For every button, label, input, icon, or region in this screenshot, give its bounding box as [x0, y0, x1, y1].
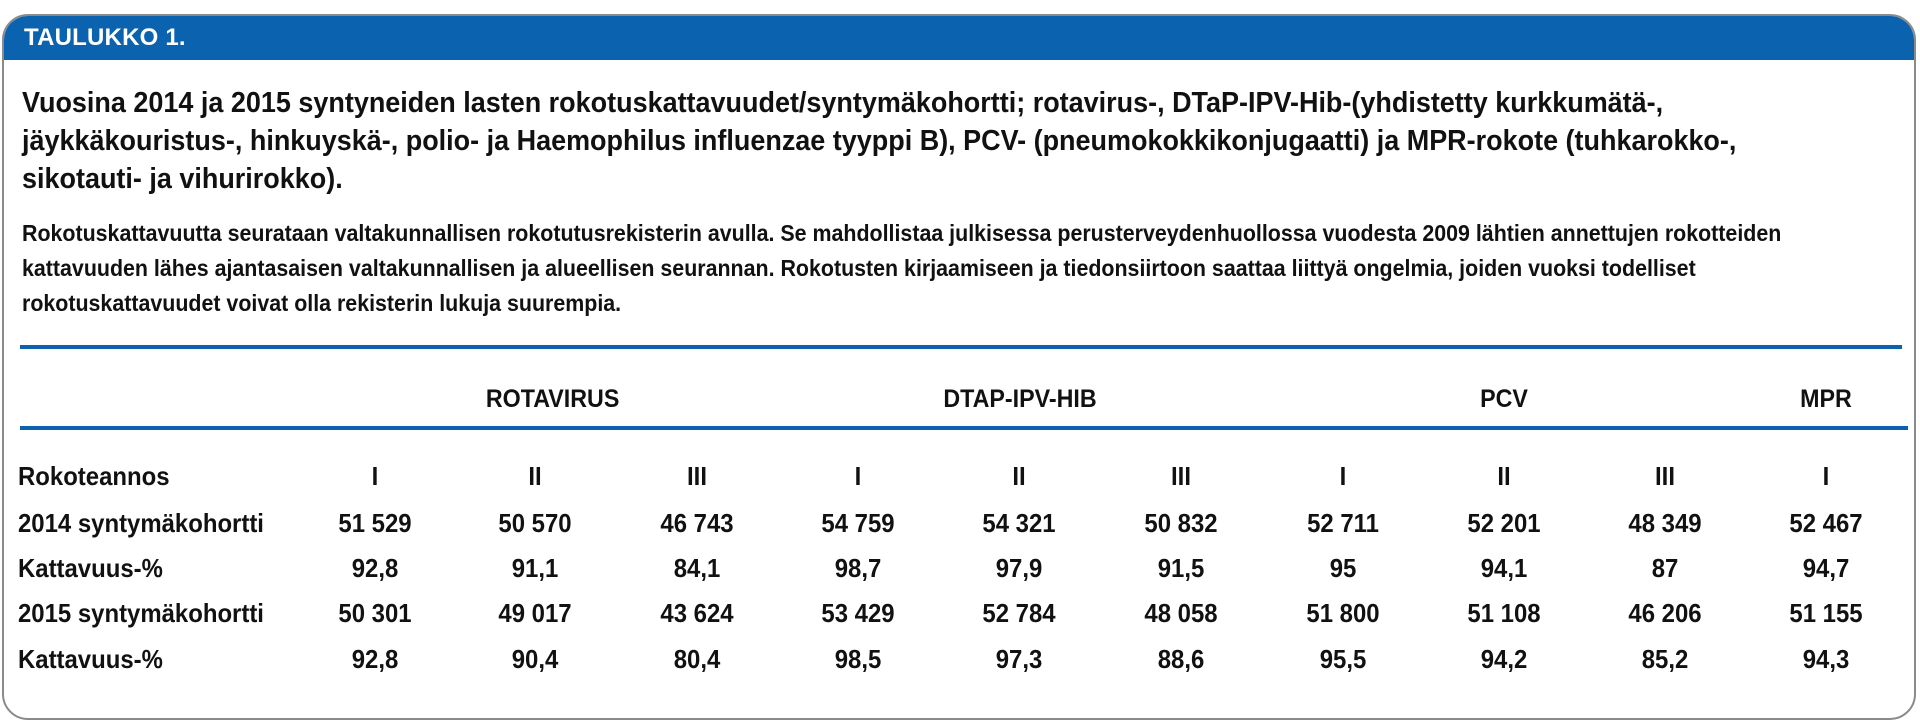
table-cell: 87 — [1651, 553, 1679, 583]
table-cell: 43 624 — [660, 598, 734, 628]
table-cell: 51 529 — [338, 508, 412, 538]
table-cell: 51 800 — [1306, 598, 1380, 628]
table-cell: 98,5 — [834, 644, 882, 674]
table-cell: III — [1171, 461, 1191, 491]
table-cell: 49 017 — [498, 598, 572, 628]
group-header-mpr: MPR — [1800, 385, 1852, 413]
table-cell: 46 206 — [1628, 598, 1702, 628]
table-row: Rokoteannos I II III I II III I II III I — [0, 461, 1920, 501]
table-cell: 92,8 — [351, 644, 399, 674]
group-header-pcv: PCV — [1480, 385, 1528, 413]
header-divider — [20, 426, 1908, 430]
table-number: TAULUKKO 1. — [24, 24, 186, 51]
table-cell: 52 784 — [982, 598, 1056, 628]
table-cell: 48 349 — [1628, 508, 1702, 538]
table-cell: 51 108 — [1467, 598, 1541, 628]
table-cell: 48 058 — [1144, 598, 1218, 628]
table-cell: II — [1497, 461, 1511, 491]
table-cell: 50 832 — [1144, 508, 1218, 538]
top-divider — [20, 345, 1902, 349]
table-cell: 95 — [1329, 553, 1357, 583]
table-cell: III — [1655, 461, 1675, 491]
table-cell: 54 321 — [982, 508, 1056, 538]
row-label: Rokoteannos — [18, 461, 170, 491]
row-label: 2015 syntymäkohortti — [18, 598, 264, 628]
table-cell: 94,2 — [1480, 644, 1528, 674]
table-cell: 80,4 — [673, 644, 721, 674]
table-cell: I — [1339, 461, 1347, 491]
table-description: Rokotuskattavuutta seurataan valtakunnal… — [22, 220, 1782, 316]
table-cell: 54 759 — [821, 508, 895, 538]
table-card: TAULUKKO 1. — [2, 14, 1916, 720]
table-cell: 97,3 — [995, 644, 1043, 674]
table-cell: 91,5 — [1157, 553, 1205, 583]
table-cell: 91,1 — [511, 553, 559, 583]
table-banner: TAULUKKO 1. — [4, 16, 1914, 60]
table-row: Kattavuus-% 92,8 90,4 80,4 98,5 97,3 88,6 95,5 9… — [0, 644, 1920, 684]
row-label: Kattavuus-% — [18, 553, 163, 583]
table-cell: 95,5 — [1319, 644, 1367, 674]
table-cell: 52 201 — [1467, 508, 1541, 538]
group-header-dtap-ipv-hib: DTAP-IPV-HIB — [943, 385, 1097, 413]
table-row: Kattavuus-% 92,8 91,1 84,1 98,7 97,9 91,5 95 94,… — [0, 553, 1920, 593]
table-cell: 84,1 — [673, 553, 721, 583]
table-cell: 97,9 — [995, 553, 1043, 583]
table-cell: I — [854, 461, 862, 491]
table-cell: 98,7 — [834, 553, 882, 583]
table-cell: 52 467 — [1789, 508, 1863, 538]
table-cell: 85,2 — [1641, 644, 1689, 674]
row-label: Kattavuus-% — [18, 644, 163, 674]
table-cell: III — [687, 461, 707, 491]
table-cell: 46 743 — [660, 508, 734, 538]
table-cell: I — [1822, 461, 1830, 491]
table-row: 2015 syntymäkohortti 50 301 49 017 43 624 53… — [0, 598, 1920, 638]
table-cell: I — [371, 461, 379, 491]
table-cell: 88,6 — [1157, 644, 1205, 674]
row-label: 2014 syntymäkohortti — [18, 508, 264, 538]
table-cell: 94,7 — [1802, 553, 1850, 583]
table-cell: 50 570 — [498, 508, 572, 538]
table-cell: 94,1 — [1480, 553, 1528, 583]
table-title: Vuosina 2014 ja 2015 syntyneiden lasten … — [22, 87, 1737, 195]
table-cell: 50 301 — [338, 598, 412, 628]
table-cell: 92,8 — [351, 553, 399, 583]
table-cell: 51 155 — [1789, 598, 1863, 628]
table-cell: II — [528, 461, 542, 491]
table-cell: 90,4 — [511, 644, 559, 674]
table-cell: 52 711 — [1307, 508, 1379, 538]
group-header-rotavirus: ROTAVIRUS — [485, 385, 620, 413]
table-row: 2014 syntymäkohortti 51 529 50 570 46 743 54… — [0, 508, 1920, 548]
table-cell: II — [1012, 461, 1026, 491]
table-cell: 94,3 — [1802, 644, 1850, 674]
table-cell: 53 429 — [821, 598, 895, 628]
